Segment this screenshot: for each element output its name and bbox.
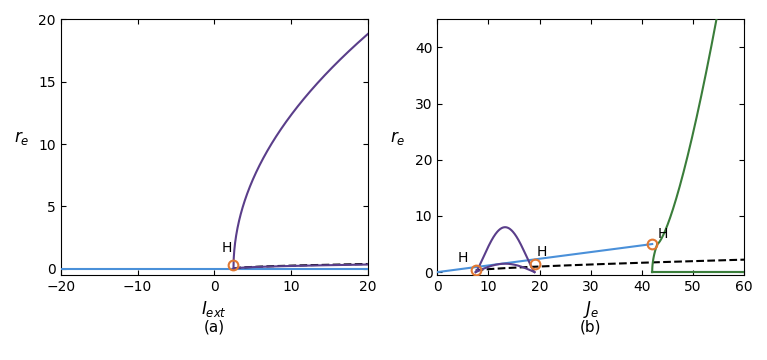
X-axis label: $J_e$: $J_e$ xyxy=(583,300,599,320)
Y-axis label: $r_e$: $r_e$ xyxy=(14,129,29,147)
Text: (b): (b) xyxy=(580,319,601,334)
Text: H: H xyxy=(657,228,668,242)
X-axis label: $I_{ext}$: $I_{ext}$ xyxy=(202,300,227,319)
Text: H: H xyxy=(222,242,232,256)
Y-axis label: $r_e$: $r_e$ xyxy=(390,129,406,147)
Text: H: H xyxy=(537,245,548,259)
Text: H: H xyxy=(458,251,468,265)
Text: (a): (a) xyxy=(204,319,225,334)
